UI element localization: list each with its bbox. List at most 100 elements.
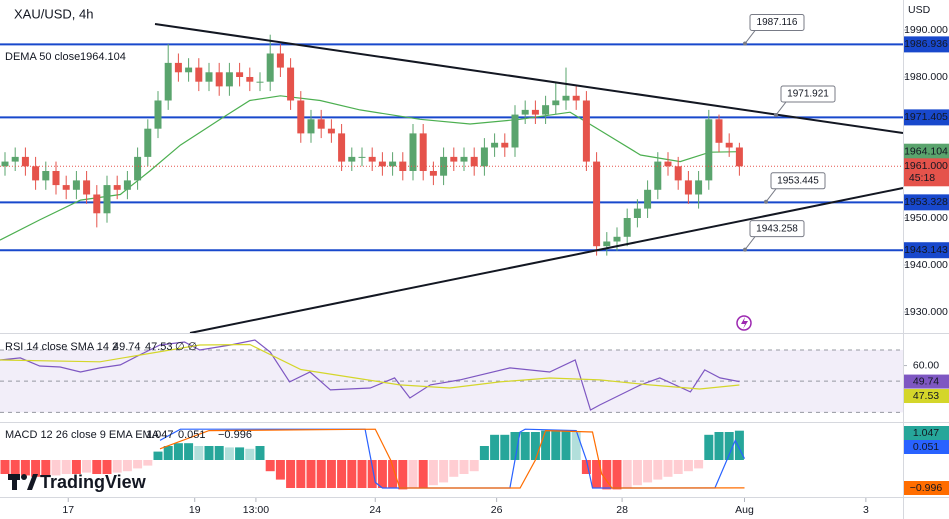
indicator-value: 1964.104 — [80, 51, 126, 63]
macd-histogram-bar — [581, 460, 591, 474]
candle-body — [552, 100, 560, 106]
y-tick-label: 1940.000 — [904, 259, 948, 271]
macd-histogram-bar — [265, 460, 275, 472]
macd-histogram-bar — [51, 460, 61, 476]
axis-price-box — [904, 194, 949, 211]
macd-histogram-bar — [10, 460, 20, 476]
y-tick-label: 1980.000 — [904, 71, 948, 83]
macd-histogram-bar — [571, 432, 581, 460]
candle-body — [62, 185, 70, 190]
macd-histogram-bar — [71, 460, 81, 474]
macd-histogram-bar — [357, 460, 367, 488]
macd-histogram-bar — [510, 432, 520, 460]
macd-histogram-bar — [734, 430, 744, 460]
axis-price-label: 49.74 — [913, 375, 939, 387]
candle-body — [72, 180, 80, 190]
note-pointer — [744, 236, 756, 250]
candle-body — [389, 161, 397, 167]
macd-histogram-bar — [592, 460, 602, 488]
macd-histogram-bar — [143, 460, 153, 466]
candle-body — [103, 185, 111, 214]
macd-histogram-bar — [316, 460, 326, 488]
y-tick-label: 1990.000 — [904, 24, 948, 36]
last-price-label: 1961.000 — [904, 160, 948, 172]
note-pointer — [775, 101, 787, 116]
candle-body — [338, 133, 346, 162]
axis-price-label: 1964.104 — [904, 145, 948, 157]
macd-histogram-bar — [184, 443, 194, 460]
candle-body — [562, 95, 570, 101]
rsi-title: RSI 14 close SMA 14 2 — [5, 341, 118, 353]
macd-histogram-bar — [235, 447, 245, 460]
candle-body — [460, 156, 468, 162]
macd-histogram-bar — [490, 434, 500, 460]
note-box — [770, 172, 826, 190]
countdown-label: 45:18 — [909, 172, 935, 184]
candle-body — [195, 67, 203, 82]
overlay: USD 1986.936 1971.405 1953.328 1943.143 1987.… — [5, 4, 949, 495]
candle-body — [480, 147, 488, 167]
macd-legend-macd: 0.051 — [178, 429, 206, 441]
candle-body — [613, 236, 621, 242]
axis-price-label: 47.53 — [913, 390, 939, 402]
x-tick-label: Aug — [735, 504, 754, 516]
candle-body — [531, 109, 539, 115]
candle-body — [123, 180, 131, 190]
axis-price-box — [904, 109, 949, 126]
macd-histogram-bar — [306, 460, 316, 488]
macd-histogram-bar — [41, 460, 51, 477]
macd-histogram-bar — [153, 451, 163, 460]
axis-price-label: 1986.936 — [904, 38, 948, 50]
candle-body — [348, 156, 356, 162]
axis-price-label: −0.996 — [910, 482, 943, 494]
candle-body — [419, 133, 427, 171]
candle-body — [409, 133, 417, 171]
macd-histogram-bar — [296, 460, 306, 488]
y-tick-label: 1950.000 — [904, 212, 948, 224]
indicator-label: DEMA 50 close — [5, 51, 80, 63]
x-tick-label: 24 — [369, 504, 381, 516]
candle-body — [542, 105, 550, 115]
alert-bolt — [741, 317, 748, 329]
axis-price-box — [904, 143, 949, 160]
macd-histogram-bar — [377, 460, 387, 488]
chart-title: XAU/USD, 4h — [14, 6, 93, 21]
candle-body — [440, 156, 448, 176]
macd-title: MACD 12 26 close 9 EMA EMA — [5, 429, 160, 441]
axis-price-label: 1971.405 — [904, 111, 948, 123]
candle-body — [307, 119, 315, 134]
candle-body — [705, 119, 713, 181]
macd-histogram-bar — [204, 446, 214, 460]
macd-histogram-bar — [0, 460, 10, 474]
macd-histogram-bar — [428, 460, 438, 486]
macd-histogram-bar — [632, 460, 642, 486]
axis-price-box — [904, 242, 949, 259]
x-tick-label: 17 — [62, 504, 74, 516]
macd-histogram-bar — [173, 443, 183, 460]
axis-price-box — [904, 481, 949, 495]
macd-histogram-bar — [479, 446, 489, 460]
macd-histogram-bar — [653, 460, 663, 480]
macd-histogram-bar — [673, 460, 683, 474]
macd-histogram-bar — [337, 460, 347, 488]
candle-body — [511, 114, 519, 148]
macd-histogram-bar — [388, 460, 398, 488]
chart-layer: 1990.000 1980.000 1950.000 1940.000 1930.000… — [0, 24, 948, 516]
candle-body — [144, 128, 152, 157]
axis-price-box — [904, 36, 949, 53]
macd-histogram-bar — [469, 460, 479, 472]
macd-histogram-bar — [561, 430, 571, 460]
x-tick-label: 13:00 — [243, 504, 269, 516]
logo-mark — [27, 474, 38, 490]
rsi-na: ∅ ∅ — [175, 341, 197, 353]
note-anchor — [764, 199, 768, 204]
candle-body — [256, 81, 264, 83]
macd-histogram-bar — [367, 460, 377, 488]
macd-histogram-bar — [398, 460, 408, 490]
candle-body — [378, 161, 386, 167]
candle-body — [603, 241, 611, 247]
candle-body — [429, 170, 437, 176]
alert-icon[interactable] — [736, 315, 752, 331]
macd-histogram-bar — [255, 446, 265, 460]
x-tick-label: 3 — [863, 504, 869, 516]
